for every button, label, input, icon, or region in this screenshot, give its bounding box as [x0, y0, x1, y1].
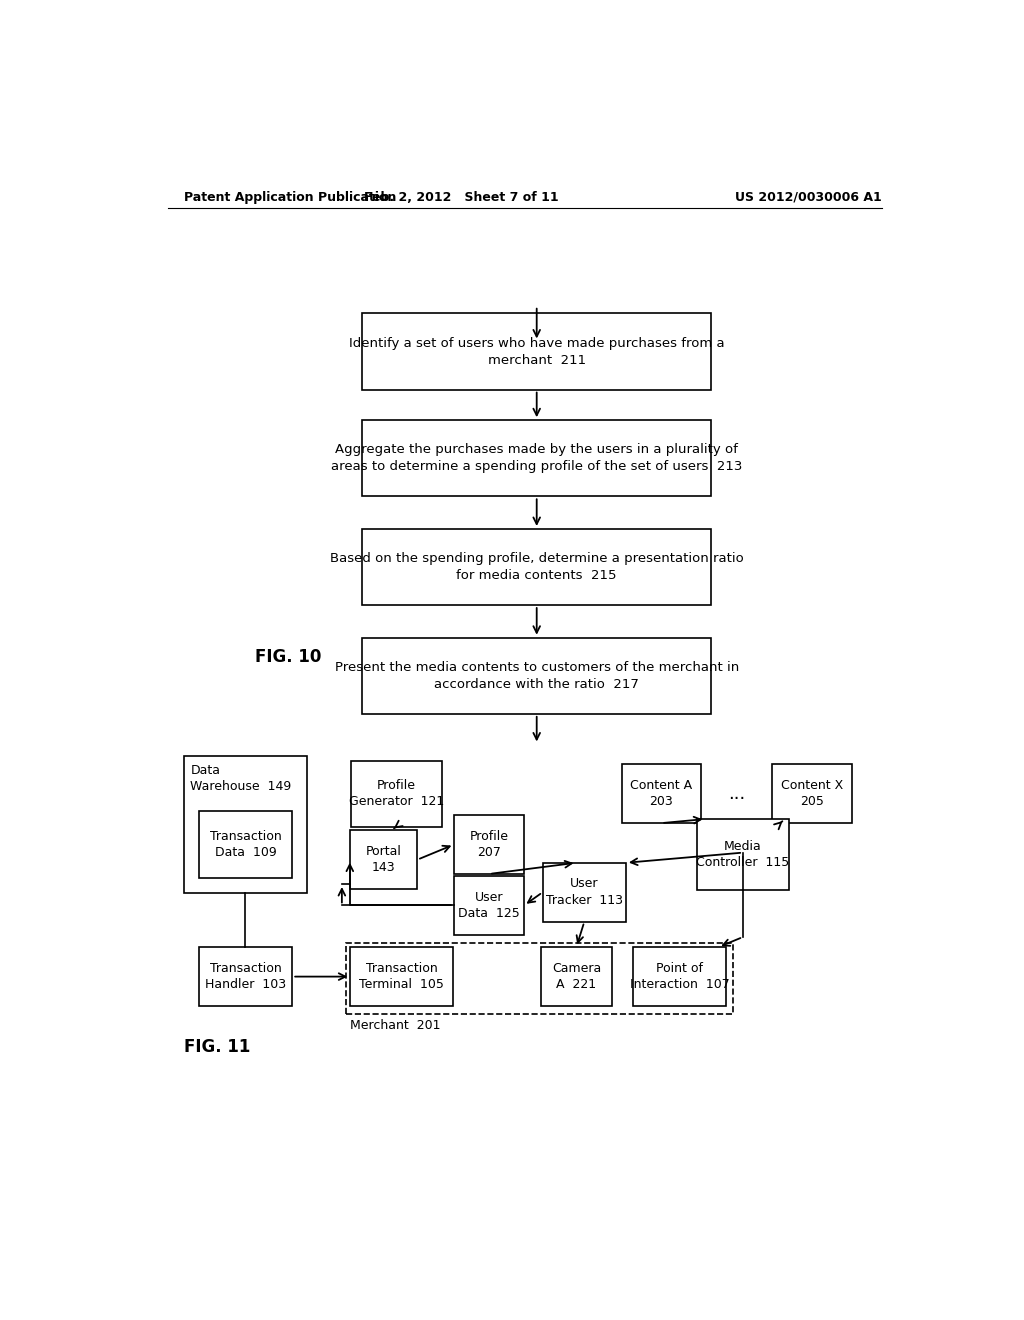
Text: Point of
Interaction  107: Point of Interaction 107 [630, 962, 729, 991]
Text: ...: ... [728, 784, 745, 803]
FancyBboxPatch shape [772, 764, 852, 824]
Text: User
Tracker  113: User Tracker 113 [546, 878, 623, 907]
Text: Patent Application Publication: Patent Application Publication [183, 190, 396, 203]
FancyBboxPatch shape [541, 948, 612, 1006]
FancyBboxPatch shape [543, 863, 626, 921]
Text: Content A
203: Content A 203 [630, 779, 692, 808]
Text: FIG. 10: FIG. 10 [255, 648, 322, 665]
FancyBboxPatch shape [362, 313, 712, 389]
Text: Transaction
Data  109: Transaction Data 109 [210, 830, 282, 859]
Text: Camera
A  221: Camera A 221 [552, 962, 601, 991]
Text: Feb. 2, 2012   Sheet 7 of 11: Feb. 2, 2012 Sheet 7 of 11 [364, 190, 559, 203]
FancyBboxPatch shape [455, 814, 524, 874]
FancyBboxPatch shape [184, 755, 307, 892]
Text: User
Data  125: User Data 125 [458, 891, 520, 920]
Text: Aggregate the purchases made by the users in a plurality of
areas to determine a: Aggregate the purchases made by the user… [331, 444, 742, 474]
FancyBboxPatch shape [350, 760, 442, 826]
Text: Transaction
Handler  103: Transaction Handler 103 [205, 962, 286, 991]
Text: Present the media contents to customers of the merchant in
accordance with the r: Present the media contents to customers … [335, 661, 739, 690]
FancyBboxPatch shape [362, 420, 712, 496]
FancyBboxPatch shape [199, 812, 292, 878]
FancyBboxPatch shape [697, 818, 788, 890]
Text: Merchant  201: Merchant 201 [350, 1019, 440, 1032]
Text: FIG. 11: FIG. 11 [183, 1038, 250, 1056]
FancyBboxPatch shape [455, 876, 524, 935]
FancyBboxPatch shape [622, 764, 701, 824]
Text: Profile
Generator  121: Profile Generator 121 [348, 779, 443, 808]
FancyBboxPatch shape [350, 948, 454, 1006]
Text: Data
Warehouse  149: Data Warehouse 149 [190, 764, 292, 793]
FancyBboxPatch shape [350, 830, 417, 890]
FancyBboxPatch shape [362, 638, 712, 714]
FancyBboxPatch shape [199, 948, 292, 1006]
Text: Portal
143: Portal 143 [366, 845, 401, 874]
Text: Based on the spending profile, determine a presentation ratio
for media contents: Based on the spending profile, determine… [330, 552, 743, 582]
FancyBboxPatch shape [362, 529, 712, 605]
Text: Identify a set of users who have made purchases from a
merchant  211: Identify a set of users who have made pu… [349, 337, 725, 367]
Text: Media
Controller  115: Media Controller 115 [696, 840, 790, 870]
Text: Profile
207: Profile 207 [470, 830, 509, 859]
Text: Transaction
Terminal  105: Transaction Terminal 105 [359, 962, 444, 991]
Text: US 2012/0030006 A1: US 2012/0030006 A1 [735, 190, 882, 203]
FancyBboxPatch shape [633, 948, 726, 1006]
Text: Content X
205: Content X 205 [781, 779, 843, 808]
